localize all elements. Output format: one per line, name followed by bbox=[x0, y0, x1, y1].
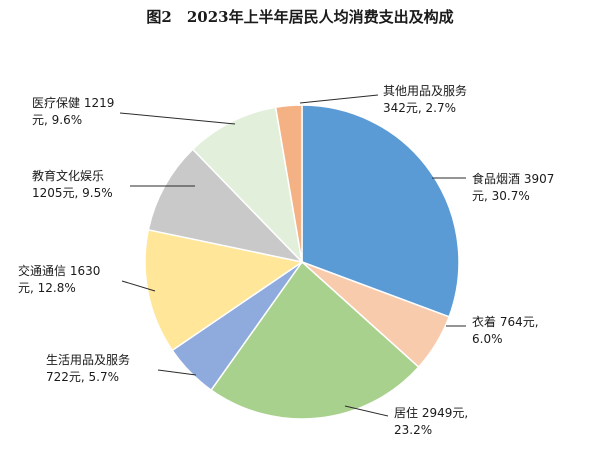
leader-line-3 bbox=[344, 405, 389, 417]
slice-label-line1-8: 其他用品及服务 bbox=[383, 83, 467, 98]
slice-label-line2-1: 元, 30.7% bbox=[472, 189, 530, 203]
leader-lines bbox=[119, 94, 466, 417]
pie-slice-1 bbox=[301, 104, 460, 318]
slice-label-line2-5: 元, 12.8% bbox=[18, 281, 76, 295]
slice-labels: 食品烟酒 3907 元, 30.7% 衣着 764元, 6.0% 居住 2949元, 23… bbox=[18, 83, 554, 437]
leader-line-8 bbox=[299, 94, 379, 104]
slice-label-line2-7: 元, 9.6% bbox=[32, 113, 82, 127]
slice-label-line1-5: 交通通信 1630 bbox=[18, 263, 100, 278]
slice-label-line1-2: 衣着 764元, bbox=[472, 314, 539, 329]
slice-label-line1-3: 居住 2949元, bbox=[394, 406, 468, 420]
chart-title: 图2 2023年上半年居民人均消费支出及构成 bbox=[146, 8, 453, 26]
slice-label-line2-4: 722元, 5.7% bbox=[46, 370, 119, 384]
leader-line-7 bbox=[119, 112, 236, 125]
slice-label-line2-3: 23.2% bbox=[394, 423, 432, 437]
slice-label-line1-6: 教育文化娱乐 bbox=[32, 168, 104, 183]
leader-line-4 bbox=[157, 369, 197, 376]
slice-label-line1-4: 生活用品及服务 bbox=[46, 352, 130, 367]
slice-label-line2-8: 342元, 2.7% bbox=[383, 101, 456, 115]
pie-slices bbox=[144, 104, 460, 420]
slice-label-line1-7: 医疗保健 1219 bbox=[32, 96, 114, 110]
slice-label-line2-6: 1205元, 9.5% bbox=[32, 186, 113, 200]
pie-slice-8 bbox=[274, 104, 303, 263]
pie-slice-7 bbox=[191, 106, 304, 265]
slice-label-line2-2: 6.0% bbox=[472, 332, 503, 346]
pie-slice-3 bbox=[210, 260, 420, 420]
pie-slice-5 bbox=[144, 228, 304, 352]
slice-label-line1-1: 食品烟酒 3907 bbox=[472, 171, 554, 186]
leader-line-5 bbox=[121, 280, 156, 292]
